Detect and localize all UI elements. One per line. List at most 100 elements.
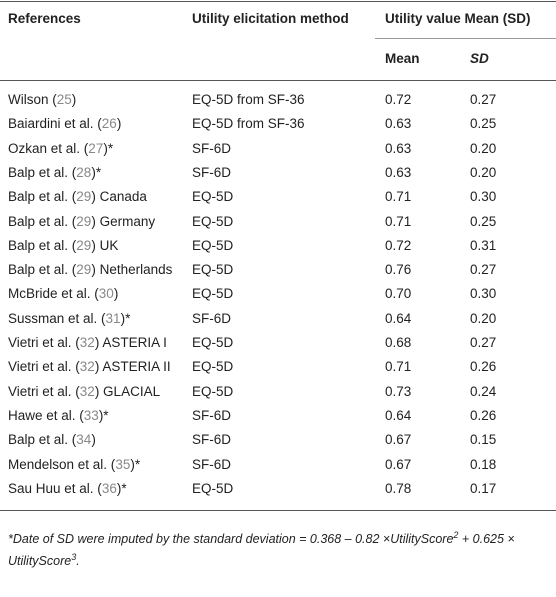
reference-text: ) ASTERIA II <box>94 359 171 375</box>
header-utility-value: Utility value Mean (SD) <box>385 11 531 26</box>
header-sub-rule <box>375 38 556 39</box>
reference-number: 29 <box>76 262 92 278</box>
reference-number: 26 <box>101 116 117 132</box>
reference-cell: Wilson (25) <box>8 92 76 107</box>
reference-text: ) Netherlands <box>91 262 173 278</box>
reference-cell: Vietri et al. (32) GLACIAL <box>8 384 160 399</box>
sd-cell: 0.15 <box>470 432 497 448</box>
mean-cell: 0.67 <box>385 456 412 472</box>
reference-text: Vietri et al. ( <box>8 335 80 350</box>
method-cell: EQ-5D <box>192 213 234 229</box>
reference-cell: Vietri et al. (32) ASTERIA I <box>8 335 167 350</box>
sd-cell: 0.27 <box>470 92 497 107</box>
mean-cell: 0.63 <box>385 164 412 180</box>
header-method: Utility elicitation method <box>192 11 349 26</box>
method-cell: EQ-5D <box>192 480 234 496</box>
reference-cell: Sau Huu et al. (36)* <box>8 481 127 496</box>
reference-cell: Hawe et al. (33)* <box>8 408 109 423</box>
reference-number: 29 <box>76 189 92 205</box>
sd-cell: 0.27 <box>470 335 497 350</box>
sd-cell: 0.20 <box>470 164 497 180</box>
reference-cell: Mendelson et al. (35)* <box>8 457 140 472</box>
reference-cell: Balp et al. (28)* <box>8 165 101 180</box>
reference-text: Sau Huu et al. ( <box>8 480 102 496</box>
reference-number: 29 <box>76 237 92 253</box>
footnote-text: + 0.625 × <box>458 532 515 546</box>
method-cell: EQ-5D from SF-36 <box>192 92 305 107</box>
reference-text: )* <box>130 456 141 472</box>
sd-cell: 0.25 <box>470 116 497 132</box>
footnote-superscript: 2 <box>453 529 459 540</box>
method-cell: EQ-5D <box>192 189 234 205</box>
reference-text: Balp et al. ( <box>8 213 77 229</box>
sd-cell: 0.30 <box>470 286 497 302</box>
reference-text: )* <box>91 164 102 180</box>
mean-cell: 0.63 <box>385 140 412 156</box>
reference-text: Balp et al. ( <box>8 164 77 180</box>
method-cell: EQ-5D <box>192 262 234 278</box>
method-cell: SF-6D <box>192 456 232 472</box>
reference-number: 34 <box>76 432 92 448</box>
method-cell: SF-6D <box>192 432 232 448</box>
reference-text: )* <box>98 407 109 423</box>
sd-cell: 0.18 <box>470 456 497 472</box>
reference-number: 28 <box>76 164 92 180</box>
reference-text: ) Germany <box>91 213 156 229</box>
method-cell: SF-6D <box>192 407 232 423</box>
reference-cell: Vietri et al. (32) ASTERIA II <box>8 359 171 374</box>
reference-text: ) UK <box>91 237 119 253</box>
reference-cell: Ozkan et al. (27)* <box>8 141 113 156</box>
reference-number: 30 <box>98 286 114 302</box>
header-references: References <box>8 11 81 26</box>
footnote: *Date of SD were imputed by the standard… <box>8 528 548 572</box>
reference-text: Balp et al. ( <box>8 432 77 448</box>
reference-text: )* <box>116 480 127 496</box>
mean-cell: 0.71 <box>385 213 412 229</box>
sd-cell: 0.20 <box>470 140 497 156</box>
sd-cell: 0.25 <box>470 213 497 229</box>
method-cell: EQ-5D <box>192 359 234 375</box>
reference-text: Ozkan et al. ( <box>8 140 89 156</box>
reference-text: ) <box>116 116 122 132</box>
method-cell: EQ-5D <box>192 286 234 302</box>
reference-text: )* <box>103 140 114 156</box>
reference-text: Vietri et al. ( <box>8 359 80 375</box>
reference-text: Baiardini et al. ( <box>8 116 102 132</box>
reference-text: ) <box>91 432 96 448</box>
reference-text: Mendelson et al. ( <box>8 456 116 472</box>
reference-number: 36 <box>101 480 117 496</box>
mean-cell: 0.71 <box>385 359 412 375</box>
mean-cell: 0.78 <box>385 480 412 496</box>
header-sd: SD <box>470 51 489 66</box>
footnote-text: were imputed by the standard deviation =… <box>74 532 391 546</box>
reference-cell: McBride et al. (30) <box>8 286 118 301</box>
header-mean: Mean <box>385 51 420 66</box>
reference-number: 25 <box>56 92 72 107</box>
reference-number: 35 <box>115 456 131 472</box>
sd-cell: 0.24 <box>470 383 497 399</box>
method-cell: EQ-5D from SF-36 <box>192 116 305 132</box>
reference-number: 32 <box>79 383 95 399</box>
reference-number: 29 <box>76 213 92 229</box>
method-cell: SF-6D <box>192 310 232 326</box>
reference-cell: Balp et al. (29) Canada <box>8 189 147 204</box>
reference-text: )* <box>120 310 131 326</box>
footnote-superscript: 3 <box>71 551 77 562</box>
method-cell: SF-6D <box>192 140 232 156</box>
sd-cell: 0.17 <box>470 480 497 496</box>
reference-text: ) <box>113 286 119 302</box>
reference-cell: Balp et al. (34) <box>8 432 96 447</box>
mean-cell: 0.72 <box>385 92 412 107</box>
reference-number: 27 <box>88 140 104 156</box>
sd-cell: 0.20 <box>470 310 497 326</box>
reference-number: 33 <box>83 407 99 423</box>
reference-number: 32 <box>79 359 95 375</box>
footnote-text: SD <box>56 532 75 546</box>
mean-cell: 0.76 <box>385 262 412 278</box>
reference-cell: Sussman et al. (31)* <box>8 311 130 326</box>
reference-text: Wilson ( <box>8 92 57 107</box>
sd-cell: 0.30 <box>470 189 497 205</box>
reference-text: ) GLACIAL <box>94 383 161 399</box>
mean-cell: 0.64 <box>385 407 412 423</box>
reference-text: Sussman et al. ( <box>8 310 106 326</box>
